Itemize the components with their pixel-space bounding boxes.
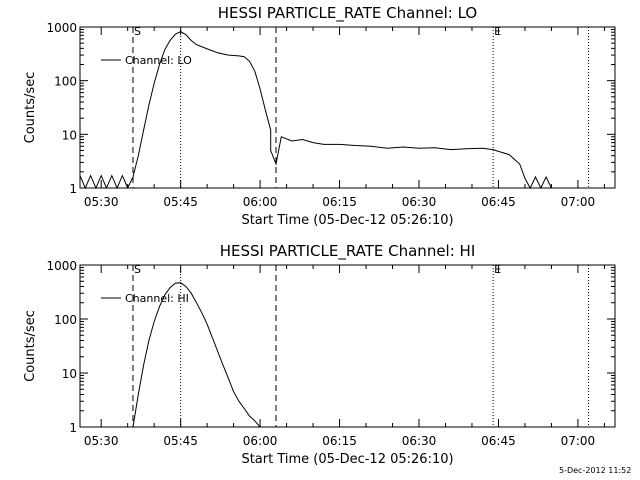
chart1-x-tick-label: 07:00 bbox=[561, 195, 596, 209]
chart2-legend-label: Channel: HI bbox=[125, 292, 189, 305]
chart1-legend-label: Channel: LO bbox=[125, 54, 192, 67]
chart2-x-tick-label: 06:15 bbox=[322, 434, 357, 448]
chart2-x-tick-label: 05:30 bbox=[84, 434, 119, 448]
chart1-x-tick-label: 06:00 bbox=[243, 195, 278, 209]
chart1-series-line bbox=[79, 31, 552, 190]
chart2-title: HESSI PARTICLE_RATE Channel: HI bbox=[220, 242, 476, 261]
chart2-y-axis-label: Counts/sec bbox=[23, 310, 38, 382]
chart1-plot-frame bbox=[79, 26, 616, 189]
chart2-x-tick-label: 05:45 bbox=[163, 434, 198, 448]
chart1-y-tick-label: 1000 bbox=[46, 21, 77, 35]
chart1-title: HESSI PARTICLE_RATE Channel: LO bbox=[218, 4, 477, 23]
chart1-x-tick-label: 06:30 bbox=[402, 195, 437, 209]
chart1-y-tick-label: 1 bbox=[69, 182, 77, 196]
chart2-x-tick-label: 06:45 bbox=[481, 434, 516, 448]
chart2-x-tick-label: 07:00 bbox=[561, 434, 596, 448]
chart2-x-tick-label: 06:00 bbox=[243, 434, 278, 448]
chart1-y-axis-label: Counts/sec bbox=[23, 72, 38, 144]
chart1-time-marker-label-e: E bbox=[494, 25, 501, 38]
chart2-y-tick-label: 100 bbox=[54, 313, 77, 327]
chart1-y-tick-label: 100 bbox=[54, 75, 77, 89]
chart1-y-tick-label: 10 bbox=[62, 128, 77, 142]
chart1-x-tick-label: 05:30 bbox=[84, 195, 119, 209]
chart2-plot-frame bbox=[79, 264, 616, 428]
chart2-x-axis-label: Start Time (05-Dec-12 05:26:10) bbox=[241, 452, 453, 467]
chart1-x-tick-label: 06:45 bbox=[481, 195, 516, 209]
footer-timestamp: 5-Dec-2012 11:52 bbox=[559, 466, 632, 475]
chart2-time-marker-label-s: S bbox=[134, 263, 141, 276]
chart1-x-tick-label: 06:15 bbox=[322, 195, 357, 209]
chart2-y-tick-label: 10 bbox=[62, 367, 77, 381]
chart1-time-marker-label-s: S bbox=[134, 25, 141, 38]
chart2-x-tick-label: 06:30 bbox=[402, 434, 437, 448]
chart2-time-marker-label-e: E bbox=[494, 263, 501, 276]
chart2-y-tick-label: 1 bbox=[69, 421, 77, 435]
chart1-x-tick-label: 05:45 bbox=[163, 195, 198, 209]
chart2-series-line bbox=[132, 282, 261, 428]
chart2-y-tick-label: 1000 bbox=[46, 259, 77, 273]
chart1-x-axis-label: Start Time (05-Dec-12 05:26:10) bbox=[241, 213, 453, 228]
